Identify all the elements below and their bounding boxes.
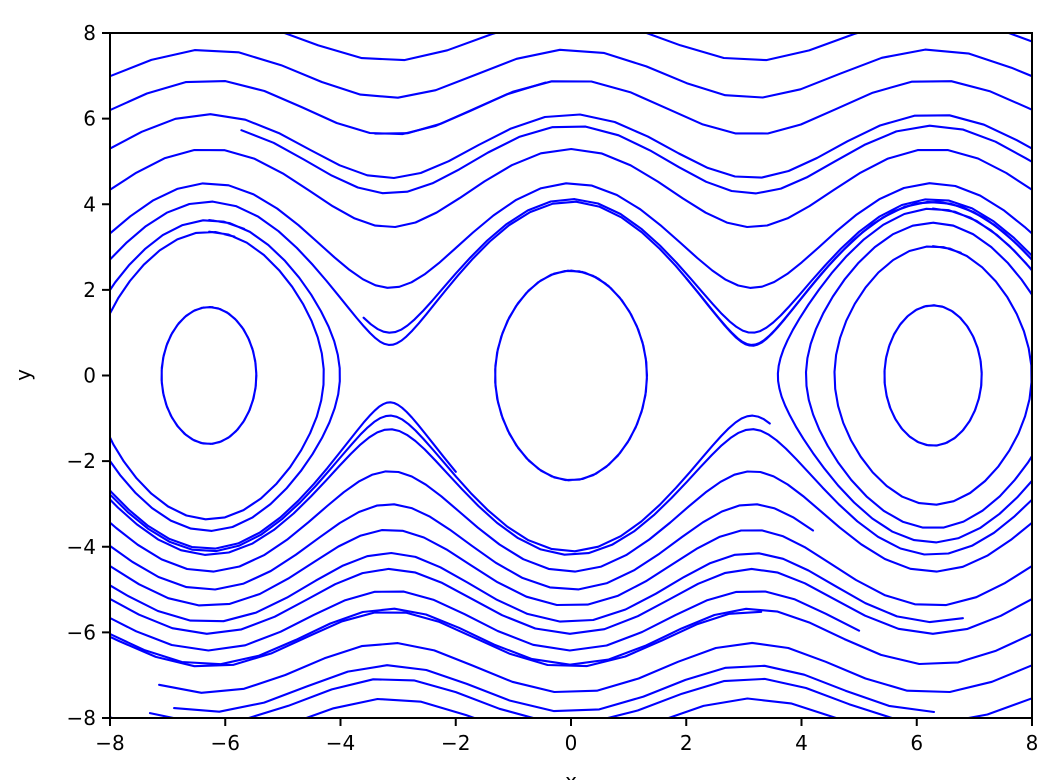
trajectory-line — [110, 697, 838, 718]
x-tick-label: 0 — [565, 731, 578, 755]
trajectory-lines-group — [110, 33, 1032, 718]
trajectory-line — [110, 219, 341, 532]
trajectory-line — [110, 529, 1032, 607]
trajectory-line — [110, 182, 1032, 289]
trajectory-line — [110, 401, 457, 550]
y-tick-label: −6 — [67, 620, 96, 644]
x-tick-label: −6 — [211, 731, 240, 755]
trajectory-line — [110, 590, 861, 652]
trajectory-line — [281, 33, 1032, 62]
x-tick-label: −4 — [326, 731, 355, 755]
trajectory-line — [110, 414, 771, 553]
x-axis-ticks: −8 −6 −4 −2 0 2 4 6 8 — [95, 718, 1038, 755]
x-tick-label: 8 — [1026, 731, 1039, 755]
trajectory-line — [494, 269, 649, 482]
y-tick-label: 0 — [83, 364, 96, 388]
y-tick-label: −8 — [67, 706, 96, 730]
y-tick-label: −4 — [67, 535, 96, 559]
y-tick-label: 2 — [83, 278, 96, 302]
y-tick-label: −2 — [67, 449, 96, 473]
trajectory-line — [833, 245, 1032, 506]
x-tick-label: −8 — [95, 731, 124, 755]
trajectory-line — [110, 610, 763, 668]
trajectory-line — [883, 304, 983, 447]
trajectory-line — [148, 677, 1032, 718]
trajectory-line — [110, 80, 547, 136]
trajectory-line — [110, 567, 1032, 635]
x-tick-label: 4 — [795, 731, 808, 755]
trajectory-line — [110, 428, 1032, 556]
trajectory-line — [158, 641, 1032, 694]
trajectory-line — [240, 124, 1032, 195]
y-tick-label: 8 — [83, 21, 96, 45]
trajectory-line — [362, 198, 1032, 334]
trajectory-line — [160, 305, 258, 446]
x-tick-label: −2 — [441, 731, 470, 755]
x-tick-label: 6 — [910, 731, 923, 755]
trajectory-line — [110, 48, 1032, 99]
trajectory-line — [110, 147, 1032, 229]
y-tick-label: 6 — [83, 107, 96, 131]
trajectory-line — [776, 207, 1032, 544]
trajectory-line — [110, 230, 325, 521]
trajectory-line — [685, 200, 1032, 347]
trajectory-line — [110, 470, 1032, 573]
trajectory-line — [110, 113, 1032, 180]
trajectory-line — [110, 503, 815, 591]
y-axis-label: y — [11, 369, 35, 381]
trajectory-line — [173, 664, 936, 714]
x-axis-label: x — [565, 769, 577, 780]
trajectory-line — [110, 551, 964, 624]
x-tick-label: 2 — [680, 731, 693, 755]
y-tick-label: 4 — [83, 192, 96, 216]
trajectory-line — [804, 221, 1032, 529]
y-axis-ticks: −8 −6 −4 −2 0 2 4 6 8 — [67, 21, 110, 730]
